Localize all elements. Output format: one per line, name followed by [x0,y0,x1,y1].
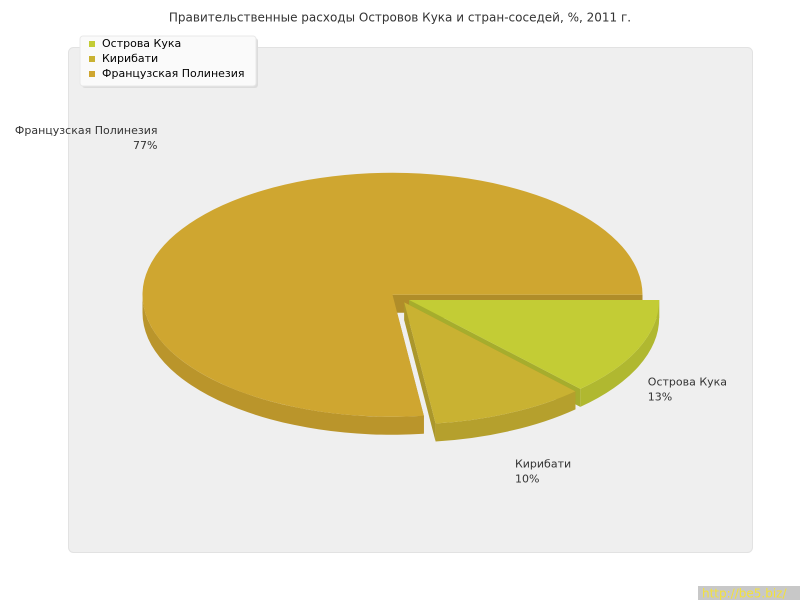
legend-items: Острова Кука Кирибати Французская Полинези… [89,37,245,80]
slice-label: Французская Полинезия [15,124,158,137]
chart-title: Правительственные расходы Островов Кука … [169,11,631,25]
pie-slice [404,302,576,424]
legend-label: Кирибати [102,52,158,65]
pie: Острова Кука 13% Кирибати 10% Французская По… [15,124,727,486]
legend [79,35,257,87]
legend-swatch [89,71,95,77]
pie-slice [142,172,643,417]
legend-swatch [89,41,95,47]
slice-wall [435,391,576,442]
watermark-bg [698,586,800,600]
slice-label: Острова Кука [648,375,727,388]
slice-side [404,302,436,442]
slice-value-label: 77% [133,139,157,152]
slice-label: Кирибати [515,458,571,471]
legend-swatch [89,56,95,62]
slice-wall [580,299,660,407]
pie-slice [409,299,660,389]
slice-wall [142,294,424,435]
legend-label: Французская Полинезия [102,67,245,80]
slice-value-label: 13% [648,390,672,403]
watermark: http://be5.biz/ [702,587,787,600]
slice-value-label: 10% [515,473,539,486]
legend-label: Острова Кука [102,37,181,50]
